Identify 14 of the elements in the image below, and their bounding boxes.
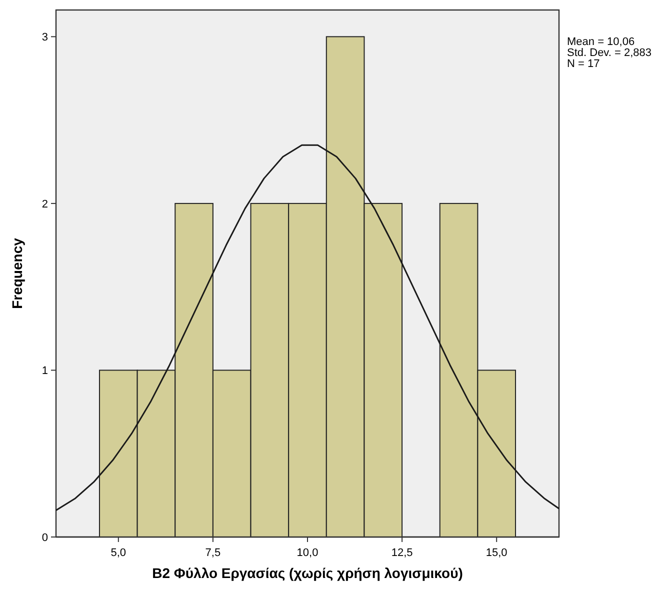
x-tick-label: 10,0 <box>296 547 318 559</box>
y-axis-title: Frequency <box>9 238 25 309</box>
y-tick-label: 0 <box>42 532 48 544</box>
y-tick-label: 1 <box>42 365 48 378</box>
text: N = 17 <box>567 58 600 70</box>
x-tick-label: 15,0 <box>486 547 508 559</box>
x-axis-title: B2 Φύλλο Εργασίας (χωρίς χρήση λογισμικού) <box>152 565 463 581</box>
text: Mean = 10,06 <box>567 36 635 48</box>
x-tick-label: 7,5 <box>205 547 221 559</box>
y-tick-label: 2 <box>42 198 48 210</box>
x-tick-label: 12,5 <box>391 547 413 559</box>
y-tick-label: 3 <box>42 32 48 44</box>
x-tick-label: 5,0 <box>110 547 126 559</box>
text: Std. Dev. = 2,883 <box>567 47 652 59</box>
